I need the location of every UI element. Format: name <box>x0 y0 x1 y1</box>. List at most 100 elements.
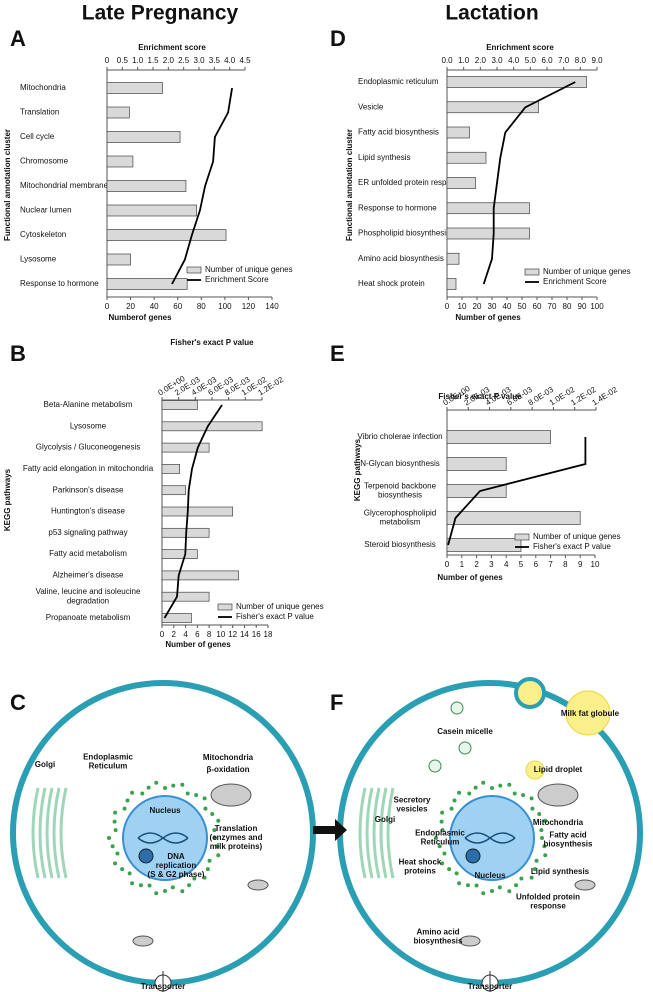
x-tick-label: 30 <box>488 302 497 311</box>
bar <box>446 278 457 290</box>
bar <box>446 511 581 525</box>
bar <box>106 82 163 94</box>
golgi <box>38 787 47 879</box>
bar <box>446 252 460 265</box>
category-label: Mitochondrial membrane <box>20 181 109 190</box>
legend-label: Number of unique genes <box>543 267 631 276</box>
golgi <box>372 787 381 879</box>
x-tick-label: 6 <box>195 630 200 639</box>
x-axis-title: Number of genes <box>165 640 231 649</box>
x2-tick-label: 1.0 <box>132 56 144 65</box>
er-ribosome <box>154 891 159 896</box>
y-axis-title: KEGG pathways <box>353 438 362 501</box>
diagram-label: Heat shock proteins <box>399 858 442 876</box>
er-ribosome <box>521 793 526 798</box>
golgi <box>386 787 395 879</box>
er-ribosome <box>529 796 534 801</box>
x-tick-label: 60 <box>533 302 542 311</box>
chart: 0 1 2 3 4 5 6 7 8 9 100.0E+002.0E-034.0E-036.0E-03… <box>353 384 621 582</box>
er-ribosome <box>534 858 539 863</box>
category-label: Lipid synthesis <box>358 153 410 162</box>
er-ribosome <box>512 791 517 796</box>
er-ribosome <box>452 798 457 803</box>
category-label: Response to hormone <box>358 203 437 212</box>
category-label: Fatty acid metabolism <box>49 549 127 558</box>
x-tick-label: 40 <box>503 302 512 311</box>
chart: 0 2 4 6 8 10 12 14 16 180.0E+002.0E-034.0E-036.0E… <box>3 338 324 649</box>
category-label: Cytoskeleton <box>20 230 66 239</box>
golgi <box>45 787 54 879</box>
er-ribosome <box>113 810 118 815</box>
er-ribosome <box>210 811 215 816</box>
er-ribosome <box>146 785 151 790</box>
er-ribosome <box>202 875 207 880</box>
category-label: ER unfolded protein response <box>358 178 464 187</box>
x-axis-title: Number of genes <box>437 573 503 582</box>
x-tick-label: 10 <box>216 630 225 639</box>
x-tick-label: 5 <box>519 560 524 569</box>
x-tick-label: 8 <box>207 630 212 639</box>
er-ribosome <box>194 793 199 798</box>
er-ribosome <box>540 836 544 840</box>
diagram-label: Fatty acid biosynthesis <box>544 831 593 849</box>
budding-droplet <box>514 677 546 709</box>
er-ribosome <box>154 780 159 785</box>
er-ribosome <box>497 885 502 890</box>
bar <box>446 101 539 114</box>
category-label: Valine, leucine and isoleucine degradatio… <box>36 587 141 605</box>
category-label: Phospholipid biosynthesis <box>358 229 450 238</box>
category-label: p53 signaling pathway <box>48 528 127 537</box>
category-label: Response to hormone <box>20 279 99 288</box>
bar <box>161 549 198 559</box>
category-label: Amino acid biosynthesis <box>358 254 444 263</box>
er-ribosome <box>110 844 115 849</box>
x-tick-label: 14 <box>240 630 249 639</box>
er-ribosome <box>215 844 220 849</box>
nucleolus <box>138 848 154 864</box>
diagram-label: Amino acid biosynthesis <box>414 928 463 946</box>
x-tick-label: 0 <box>445 302 450 311</box>
x-tick-label: 140 <box>265 302 279 311</box>
golgi <box>31 787 40 879</box>
er-ribosome <box>507 782 512 787</box>
x2-tick-label: 1.0 <box>458 56 470 65</box>
er-ribosome <box>507 889 512 894</box>
x2-tick-label: 2.5 <box>178 56 190 65</box>
diagram-label: Nucleus <box>149 806 181 815</box>
category-label: Parkinson's disease <box>53 485 124 494</box>
er-ribosome <box>113 828 118 833</box>
x-axis-title: Number of genes <box>455 313 521 322</box>
x-tick-label: 20 <box>473 302 482 311</box>
header: Late Pregnancy <box>82 2 239 25</box>
diagram-label: Casein micelle <box>437 727 493 736</box>
x-tick-label: 10 <box>458 302 467 311</box>
x-tick-label: 0 <box>160 630 165 639</box>
bar <box>161 442 210 453</box>
legend-label: Fisher's exact P value <box>533 542 611 551</box>
panel-label: D <box>330 26 346 51</box>
category-label: Heat shock protein <box>358 279 425 288</box>
panel-label: F <box>330 690 343 715</box>
x2-tick-label: 0.0 <box>441 56 453 65</box>
er-ribosome <box>202 796 207 801</box>
bar <box>446 177 476 189</box>
er-ribosome <box>440 861 445 866</box>
er-ribosome <box>163 786 167 790</box>
x2-tick-label: 4.0 <box>224 56 236 65</box>
nucleus <box>449 795 535 881</box>
x2-tick-label: 1.5 <box>147 56 159 65</box>
chart: 0 20 40 60 80 100 120 140 0 0.5 1.0 1.5 2.0 2.5 3.0 3.5… <box>3 43 293 322</box>
fat-globule <box>565 690 611 736</box>
golgi <box>358 787 367 879</box>
legend-label: Enrichment Score <box>205 275 269 284</box>
er-ribosome <box>113 861 118 866</box>
y-axis-title: Functional annotation cluster <box>345 129 354 241</box>
y-axis-title: Functional annotation cluster <box>3 129 12 241</box>
mitochondrion <box>210 783 252 807</box>
er-ribosome <box>171 783 176 788</box>
line <box>163 404 223 619</box>
vesicle <box>458 741 472 755</box>
x2-axis-title: Enrichment score <box>138 43 206 52</box>
category-label: Fatty acid biosynthesis <box>358 128 439 137</box>
